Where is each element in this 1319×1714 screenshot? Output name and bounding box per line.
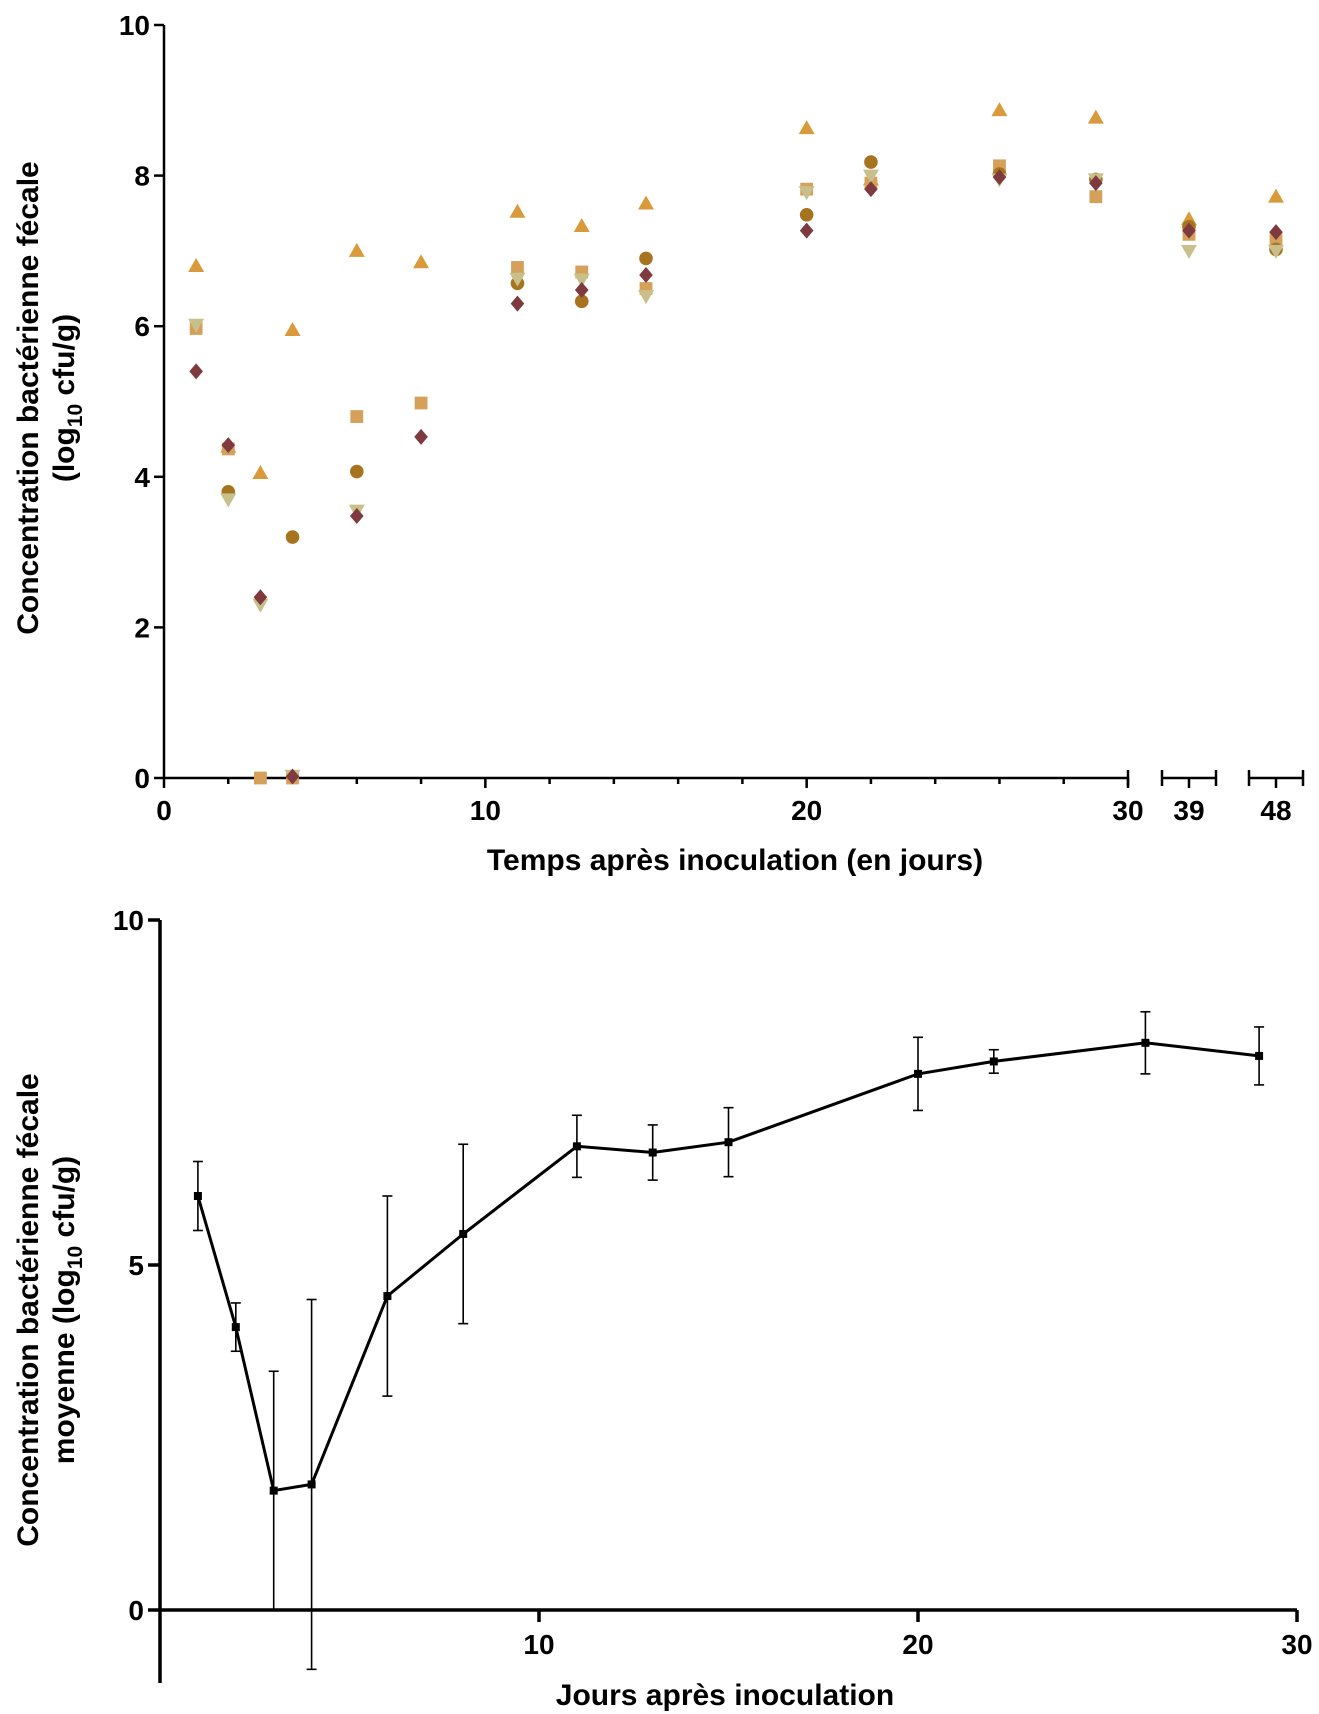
- line-point: [724, 1138, 733, 1147]
- scatter-point: [350, 507, 364, 524]
- line-point: [989, 1057, 998, 1066]
- scatter-point: [189, 363, 203, 380]
- scatter-y-axis-title: Concentration bactérienne fécale (log10 …: [12, 161, 87, 634]
- scatter-point: [992, 169, 1007, 186]
- scatter-point: [638, 290, 654, 305]
- scatter-point: [798, 120, 815, 135]
- scatter-point: [1268, 188, 1284, 203]
- scatter-point: [638, 195, 654, 210]
- line-point: [1141, 1038, 1150, 1047]
- scatter-point: [798, 186, 815, 201]
- scatter-point: [252, 465, 269, 480]
- line-point: [269, 1486, 278, 1495]
- scatter-point: [573, 218, 590, 233]
- line-point: [231, 1323, 240, 1332]
- line-chart: 0 5 10 10 20 30 Jours après inoculation Conc…: [12, 905, 1313, 1712]
- scatter-point: [220, 493, 237, 508]
- scatter-point: [414, 428, 428, 445]
- scatter-point: [639, 251, 653, 266]
- line-y-tick-label: 10: [113, 905, 144, 936]
- line-error-bars: [192, 1010, 1265, 1671]
- scatter-point: [413, 254, 430, 269]
- scatter-point: [511, 261, 524, 274]
- scatter-point: [799, 207, 814, 222]
- line-point: [1255, 1051, 1264, 1060]
- scatter-chart: 0 2 4 6 8 10 0 10 20 30 39 48 Temps après inoculat…: [12, 10, 1305, 877]
- svg-text:Concentration bactérienne féca: Concentration bactérienne fécale: [12, 1073, 45, 1546]
- scatter-point: [509, 203, 526, 218]
- scatter-point: [188, 257, 205, 272]
- scatter-axes: [162, 25, 1305, 786]
- scatter-point: [1268, 244, 1284, 259]
- scatter-y-tick-label: 10: [119, 10, 150, 41]
- scatter-point: [1181, 244, 1197, 259]
- line-axes: [158, 920, 1297, 1683]
- scatter-y-ticks: 0 2 4 6 8 10: [119, 10, 164, 794]
- scatter-x-tick-label: 39: [1173, 795, 1204, 826]
- scatter-x-tick-label: 30: [1112, 795, 1143, 826]
- line-point: [383, 1292, 392, 1301]
- scatter-point: [574, 294, 589, 309]
- line-x-axis-title: Jours après inoculation: [556, 1679, 894, 1712]
- scatter-points: [188, 102, 1284, 785]
- line-point: [307, 1480, 316, 1489]
- scatter-point: [991, 102, 1008, 117]
- scatter-point: [285, 768, 300, 785]
- scatter-x-axis-title: Temps après inoculation (en jours): [487, 844, 983, 877]
- scatter-point: [221, 437, 236, 454]
- scatter-point: [799, 222, 814, 239]
- scatter-point: [284, 321, 301, 336]
- line-x-ticks: 10 20 30: [523, 1610, 1313, 1660]
- scatter-point: [348, 242, 365, 257]
- scatter-point: [253, 589, 268, 606]
- scatter-y-tick-label: 6: [134, 311, 150, 342]
- line-x-tick-label: 10: [523, 1629, 554, 1660]
- scatter-point: [1182, 222, 1196, 239]
- scatter-x-tick-label: 20: [791, 795, 822, 826]
- scatter-x-tick-label: 10: [470, 795, 501, 826]
- scatter-point: [252, 598, 269, 613]
- scatter-point: [188, 318, 205, 333]
- scatter-x-ticks: 0 10 20 30 39 48: [156, 778, 1292, 826]
- line-y-axis-title: Concentration bactérienne fécale moyenne…: [12, 1073, 87, 1546]
- line-x-tick-label: 20: [902, 1629, 933, 1660]
- line-y-tick-label: 5: [128, 1250, 144, 1281]
- svg-text:moyenne (log10 cfu/g): moyenne (log10 cfu/g): [48, 1156, 87, 1464]
- scatter-point: [350, 464, 364, 479]
- scatter-point: [1087, 109, 1104, 124]
- scatter-y-tick-label: 0: [134, 763, 150, 794]
- line-point: [572, 1142, 581, 1151]
- scatter-point: [350, 410, 364, 423]
- scatter-point: [285, 530, 300, 544]
- scatter-point: [862, 169, 879, 184]
- line-point: [914, 1069, 922, 1078]
- scatter-point: [1089, 190, 1103, 204]
- scatter-point: [414, 396, 428, 410]
- scatter-y-tick-label: 4: [134, 462, 150, 493]
- line-y-ticks: 0 5 10: [113, 905, 160, 1626]
- line-point: [648, 1148, 657, 1157]
- scatter-y-tick-label: 8: [134, 161, 150, 192]
- line-points: [193, 1038, 1264, 1495]
- scatter-point: [639, 266, 653, 283]
- scatter-y-tick-label: 2: [134, 612, 150, 643]
- scatter-point: [509, 272, 526, 287]
- line-point: [193, 1192, 202, 1200]
- line-y-tick-label: 0: [128, 1595, 144, 1626]
- scatter-point: [864, 181, 878, 198]
- svg-text:Concentration bactérienne féca: Concentration bactérienne fécale: [12, 161, 45, 634]
- scatter-x-tick-label: 0: [156, 795, 172, 826]
- scatter-point: [573, 273, 590, 288]
- line-point: [459, 1229, 468, 1238]
- scatter-point: [254, 771, 267, 785]
- scatter-point: [1089, 175, 1103, 192]
- scatter-x-tick-label: 48: [1260, 795, 1291, 826]
- scatter-point: [574, 282, 589, 299]
- line-x-tick-label: 30: [1281, 1629, 1312, 1660]
- scatter-point: [510, 295, 525, 312]
- scatter-point: [1269, 224, 1283, 241]
- svg-text:(log10 cfu/g): (log10 cfu/g): [48, 314, 87, 482]
- scatter-point: [864, 155, 878, 169]
